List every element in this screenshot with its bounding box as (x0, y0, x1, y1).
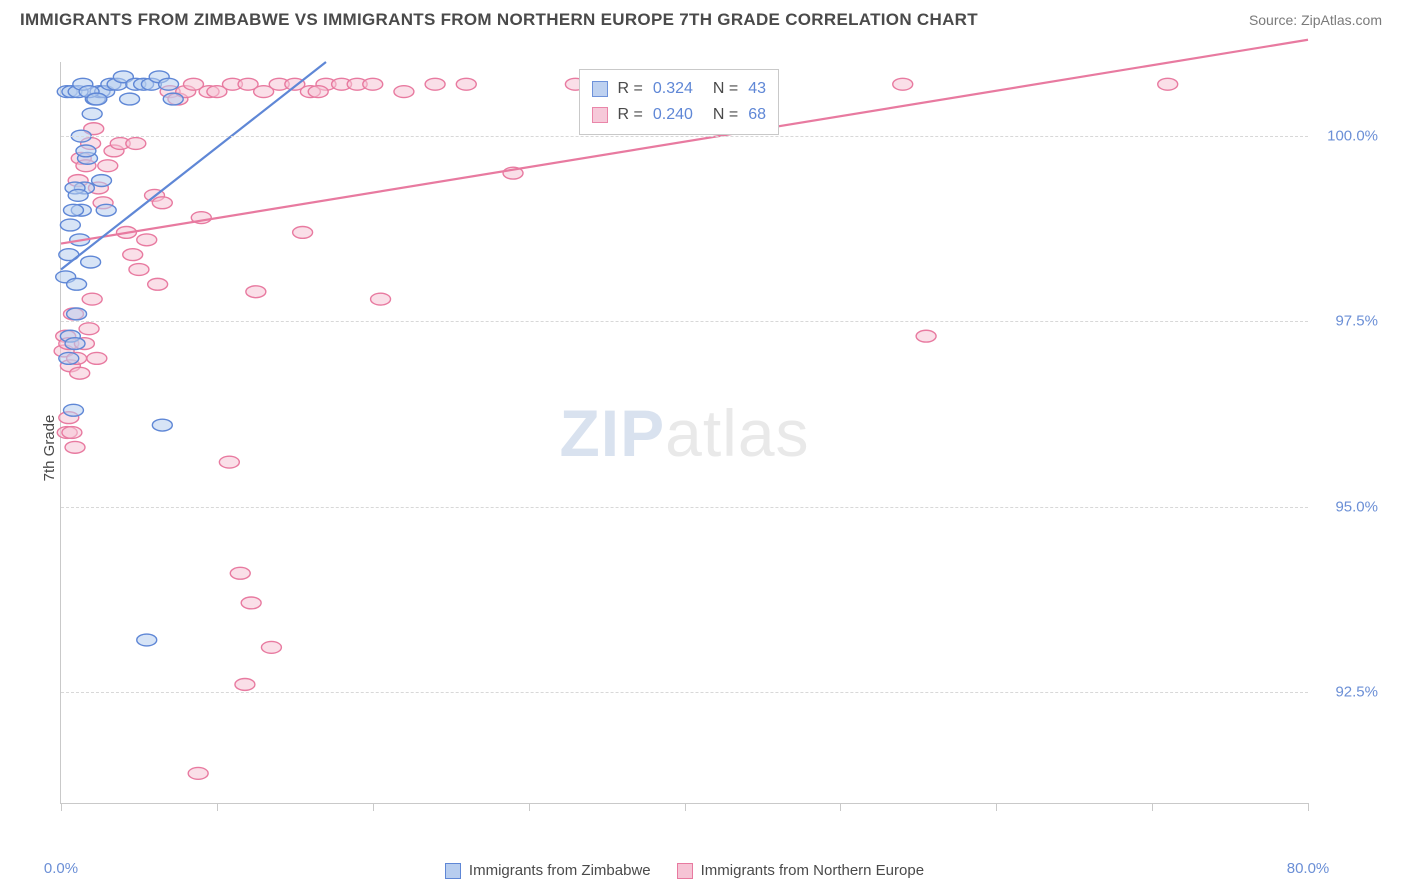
x-tick (61, 803, 62, 811)
scatter-point (425, 78, 445, 90)
scatter-point (163, 93, 183, 105)
scatter-point (81, 256, 101, 268)
y-tick-label: 92.5% (1335, 683, 1378, 700)
x-tick (529, 803, 530, 811)
scatter-point (394, 86, 414, 98)
scatter-point (76, 145, 96, 157)
scatter-point (148, 278, 168, 290)
scatter-point (137, 234, 157, 246)
scatter-point (137, 634, 157, 646)
scatter-point (916, 330, 936, 342)
scatter-point (1158, 78, 1178, 90)
y-tick-label: 97.5% (1335, 313, 1378, 330)
legend-item: Immigrants from Zimbabwe (445, 862, 651, 879)
legend-row: R =0.324N =43 (592, 76, 767, 102)
scatter-point (363, 78, 383, 90)
chart-title: IMMIGRANTS FROM ZIMBABWE VS IMMIGRANTS F… (20, 10, 978, 30)
gridline (61, 692, 1308, 693)
scatter-point (87, 352, 107, 364)
scatter-point (65, 441, 85, 453)
scatter-point (68, 189, 88, 201)
scatter-point (126, 138, 146, 150)
scatter-point (120, 93, 140, 105)
y-tick-label: 100.0% (1327, 128, 1378, 145)
scatter-point (293, 227, 313, 239)
scatter-point (241, 597, 261, 609)
scatter-point (59, 352, 79, 364)
scatter-point (308, 86, 328, 98)
scatter-point (62, 427, 82, 439)
x-tick (996, 803, 997, 811)
scatter-point (63, 404, 83, 416)
legend-label: Immigrants from Zimbabwe (469, 862, 651, 879)
y-axis-label: 7th Grade (41, 415, 58, 482)
scatter-point (92, 175, 112, 187)
scatter-point (152, 197, 172, 209)
scatter-point (152, 419, 172, 431)
x-tick-label: 0.0% (44, 860, 78, 877)
legend-swatch (592, 107, 608, 123)
chart-container: 7th Grade ZIPatlas R =0.324N =43R =0.240… (40, 44, 1388, 852)
legend-swatch (445, 863, 461, 879)
scatter-point (87, 93, 107, 105)
legend-swatch (677, 863, 693, 879)
scatter-point (67, 308, 87, 320)
x-tick (1152, 803, 1153, 811)
scatter-point (129, 264, 149, 276)
scatter-point (98, 160, 118, 172)
source-label: Source: ZipAtlas.com (1249, 12, 1382, 28)
legend-row: R =0.240N =68 (592, 102, 767, 128)
scatter-point (159, 78, 179, 90)
scatter-point (371, 293, 391, 305)
correlation-legend-box: R =0.324N =43R =0.240N =68 (579, 69, 780, 134)
scatter-point (96, 204, 116, 216)
series-legend: Immigrants from Zimbabwe Immigrants from … (61, 862, 1308, 879)
scatter-point (893, 78, 913, 90)
scatter-point (456, 78, 476, 90)
gridline (61, 136, 1308, 137)
legend-swatch (592, 81, 608, 97)
scatter-point (82, 108, 102, 120)
x-tick (1308, 803, 1309, 811)
scatter-point (235, 679, 255, 691)
scatter-point (230, 567, 250, 579)
x-tick (217, 803, 218, 811)
y-tick-label: 95.0% (1335, 498, 1378, 515)
scatter-point (82, 293, 102, 305)
gridline (61, 321, 1308, 322)
scatter-point (261, 641, 281, 653)
scatter-point (246, 286, 266, 298)
gridline (61, 507, 1308, 508)
scatter-point (219, 456, 239, 468)
scatter-point (188, 767, 208, 779)
scatter-point (70, 367, 90, 379)
scatter-point (67, 278, 87, 290)
legend-item: Immigrants from Northern Europe (677, 862, 924, 879)
legend-label: Immigrants from Northern Europe (701, 862, 924, 879)
scatter-point (63, 204, 83, 216)
x-tick (840, 803, 841, 811)
scatter-point (60, 219, 80, 231)
scatter-point (123, 249, 143, 261)
scatter-point (65, 338, 85, 350)
scatter-point (79, 323, 99, 335)
x-tick (373, 803, 374, 811)
x-tick (685, 803, 686, 811)
plot-area: ZIPatlas R =0.324N =43R =0.240N =68 Immi… (60, 62, 1308, 804)
x-tick-label: 80.0% (1287, 860, 1330, 877)
